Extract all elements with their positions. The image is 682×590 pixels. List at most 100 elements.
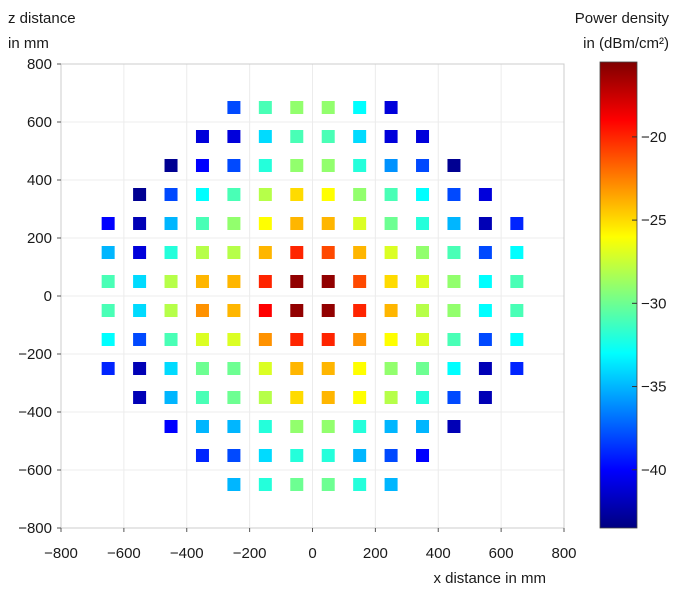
heatmap-cell-r9-c1: [133, 362, 147, 375]
heatmap-cell-r7-c7: [321, 304, 335, 317]
heatmap-cell-r3-c2: [195, 188, 209, 201]
y-axis-ticks: −800 −600 −400 −200 0 200 400 600 800: [18, 56, 61, 537]
heatmap-cell-r1-c2: [258, 130, 272, 143]
heatmap-cell-r7-c2: [164, 304, 178, 317]
heatmap-cell-r4-c9: [384, 217, 398, 230]
heatmap-cell-r12-c4: [321, 449, 335, 462]
heatmap-cell-r12-c1: [227, 449, 241, 462]
heatmap-cell-r8-c0: [101, 333, 115, 346]
heatmap-cell-r6-c11: [447, 275, 461, 288]
y-tick-label-8: 800: [27, 56, 52, 73]
heatmap-cell-r8-c12: [478, 333, 492, 346]
heatmap-cell-r11-c0: [164, 420, 178, 433]
heatmap-cell-r10-c11: [478, 391, 492, 404]
heatmap-cell-r13-c4: [353, 478, 367, 491]
y-tick-label-0: −800: [18, 520, 52, 537]
y-tick-label-2: −400: [18, 404, 52, 421]
x-axis-label: x distance in mm: [433, 570, 546, 587]
heatmap-cell-r7-c13: [510, 304, 524, 317]
heatmap-cell-r8-c3: [195, 333, 209, 346]
heatmap-cell-r5-c2: [164, 246, 178, 259]
x-tick-label-0: −800: [44, 545, 78, 562]
x-tick-label-8: 800: [551, 545, 576, 562]
heatmap-cell-r2-c5: [321, 159, 335, 172]
heatmap-cell-r7-c11: [447, 304, 461, 317]
heatmap-cell-r9-c0: [101, 362, 115, 375]
heatmap-cell-r2-c2: [227, 159, 241, 172]
heatmap-cell-r10-c3: [227, 391, 241, 404]
x-tick-label-3: −200: [233, 545, 267, 562]
heatmap-cell-r5-c11: [447, 246, 461, 259]
heatmap-cell-r9-c10: [416, 362, 430, 375]
heatmap-cell-r3-c6: [321, 188, 335, 201]
heatmap-cells: [101, 101, 524, 491]
colorbar-label-line2: in (dBm/cm²): [583, 35, 669, 52]
heatmap-cell-r1-c7: [416, 130, 430, 143]
y-tick-label-1: −600: [18, 462, 52, 479]
heatmap-cell-r2-c1: [195, 159, 209, 172]
heatmap-cell-r11-c6: [353, 420, 367, 433]
heatmap-cell-r11-c4: [290, 420, 304, 433]
heatmap-cell-r5-c5: [258, 246, 272, 259]
heatmap-cell-r0-c1: [258, 101, 272, 114]
heatmap-cell-r10-c1: [164, 391, 178, 404]
heatmap-cell-r9-c12: [478, 362, 492, 375]
heatmap-cell-r4-c11: [447, 217, 461, 230]
colorbar-tick-label-2: −30: [641, 295, 666, 312]
heatmap-cell-r2-c7: [384, 159, 398, 172]
heatmap-cell-r0-c0: [227, 101, 241, 114]
heatmap-cell-r6-c0: [101, 275, 115, 288]
heatmap-cell-r9-c2: [164, 362, 178, 375]
heatmap-cell-r5-c4: [227, 246, 241, 259]
heatmap-cell-r8-c5: [258, 333, 272, 346]
heatmap-cell-r4-c8: [353, 217, 367, 230]
heatmap-cell-r3-c1: [164, 188, 178, 201]
heatmap-cell-r4-c3: [195, 217, 209, 230]
heatmap-cell-r7-c8: [353, 304, 367, 317]
heatmap-cell-r7-c4: [227, 304, 241, 317]
heatmap-cell-r6-c1: [133, 275, 147, 288]
heatmap-cell-r6-c4: [227, 275, 241, 288]
heatmap-cell-r0-c4: [353, 101, 367, 114]
colorbar-label-line1: Power density: [575, 10, 670, 27]
heatmap-cell-r3-c10: [447, 188, 461, 201]
heatmap-cell-r8-c2: [164, 333, 178, 346]
heatmap-cell-r4-c13: [510, 217, 524, 230]
heatmap-cell-r3-c8: [384, 188, 398, 201]
heatmap-cell-r2-c8: [416, 159, 430, 172]
y-tick-label-5: 200: [27, 230, 52, 247]
heatmap-cell-r2-c6: [353, 159, 367, 172]
heatmap-cell-r1-c0: [195, 130, 209, 143]
grid-lines: [60, 63, 565, 529]
heatmap-cell-r4-c6: [290, 217, 304, 230]
heatmap-cell-r2-c0: [164, 159, 178, 172]
heatmap-cell-r3-c11: [478, 188, 492, 201]
heatmap-cell-r5-c1: [133, 246, 147, 259]
heatmap-cell-r11-c2: [227, 420, 241, 433]
heatmap-cell-r9-c3: [195, 362, 209, 375]
heatmap-cell-r9-c9: [384, 362, 398, 375]
heatmap-cell-r5-c0: [101, 246, 115, 259]
heatmap-cell-r6-c13: [510, 275, 524, 288]
heatmap-cell-r7-c12: [478, 304, 492, 317]
x-tick-label-6: 400: [426, 545, 451, 562]
heatmap-cell-r12-c5: [353, 449, 367, 462]
heatmap-cell-r12-c2: [258, 449, 272, 462]
heatmap-cell-r9-c8: [353, 362, 367, 375]
colorbar-ticks: −20 −25 −30 −35 −40: [632, 129, 666, 479]
colorbar-tick-label-1: −25: [641, 212, 666, 229]
colorbar-tick-label-3: −35: [641, 379, 666, 396]
heatmap-cell-r1-c3: [290, 130, 304, 143]
heatmap-cell-r8-c9: [384, 333, 398, 346]
heatmap-cell-r6-c8: [353, 275, 367, 288]
heatmap-cell-r4-c5: [258, 217, 272, 230]
heatmap-cell-r4-c1: [133, 217, 147, 230]
heatmap-cell-r0-c2: [290, 101, 304, 114]
heatmap-cell-r9-c6: [290, 362, 304, 375]
colorbar: [599, 61, 638, 529]
y-tick-label-3: −200: [18, 346, 52, 363]
heatmap-cell-r6-c5: [258, 275, 272, 288]
heatmap-cell-r5-c8: [353, 246, 367, 259]
heatmap-cell-r6-c7: [321, 275, 335, 288]
